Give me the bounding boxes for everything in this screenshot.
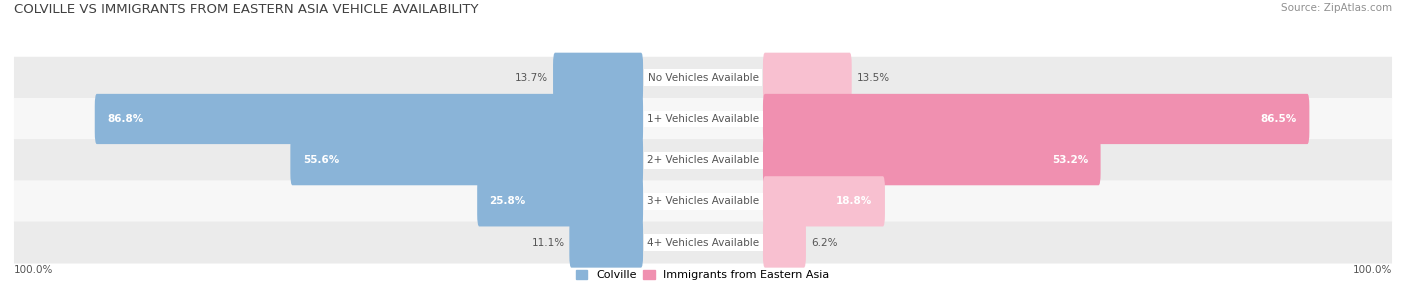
Text: 86.8%: 86.8% bbox=[107, 114, 143, 124]
Text: 4+ Vehicles Available: 4+ Vehicles Available bbox=[647, 238, 759, 247]
FancyBboxPatch shape bbox=[763, 53, 852, 103]
Text: 55.6%: 55.6% bbox=[302, 155, 339, 165]
FancyBboxPatch shape bbox=[14, 139, 1392, 181]
FancyBboxPatch shape bbox=[14, 57, 1392, 99]
Text: 100.0%: 100.0% bbox=[1353, 265, 1392, 275]
Text: COLVILLE VS IMMIGRANTS FROM EASTERN ASIA VEHICLE AVAILABILITY: COLVILLE VS IMMIGRANTS FROM EASTERN ASIA… bbox=[14, 3, 478, 16]
Text: 53.2%: 53.2% bbox=[1052, 155, 1088, 165]
Text: 13.7%: 13.7% bbox=[515, 73, 548, 83]
FancyBboxPatch shape bbox=[477, 176, 643, 227]
FancyBboxPatch shape bbox=[763, 176, 884, 227]
FancyBboxPatch shape bbox=[94, 94, 643, 144]
FancyBboxPatch shape bbox=[763, 94, 1309, 144]
Text: 1+ Vehicles Available: 1+ Vehicles Available bbox=[647, 114, 759, 124]
Text: 6.2%: 6.2% bbox=[811, 238, 837, 247]
FancyBboxPatch shape bbox=[763, 135, 1101, 185]
Text: 18.8%: 18.8% bbox=[837, 196, 873, 206]
FancyBboxPatch shape bbox=[763, 217, 806, 268]
FancyBboxPatch shape bbox=[569, 217, 643, 268]
Text: 2+ Vehicles Available: 2+ Vehicles Available bbox=[647, 155, 759, 165]
Text: 25.8%: 25.8% bbox=[489, 196, 526, 206]
FancyBboxPatch shape bbox=[291, 135, 643, 185]
FancyBboxPatch shape bbox=[14, 98, 1392, 140]
FancyBboxPatch shape bbox=[14, 180, 1392, 222]
Text: 86.5%: 86.5% bbox=[1261, 114, 1296, 124]
FancyBboxPatch shape bbox=[14, 222, 1392, 263]
FancyBboxPatch shape bbox=[553, 53, 643, 103]
Text: 13.5%: 13.5% bbox=[856, 73, 890, 83]
Text: 100.0%: 100.0% bbox=[14, 265, 53, 275]
Legend: Colville, Immigrants from Eastern Asia: Colville, Immigrants from Eastern Asia bbox=[576, 270, 830, 281]
Text: 3+ Vehicles Available: 3+ Vehicles Available bbox=[647, 196, 759, 206]
Text: No Vehicles Available: No Vehicles Available bbox=[648, 73, 758, 83]
Text: 11.1%: 11.1% bbox=[531, 238, 565, 247]
Text: Source: ZipAtlas.com: Source: ZipAtlas.com bbox=[1281, 3, 1392, 13]
